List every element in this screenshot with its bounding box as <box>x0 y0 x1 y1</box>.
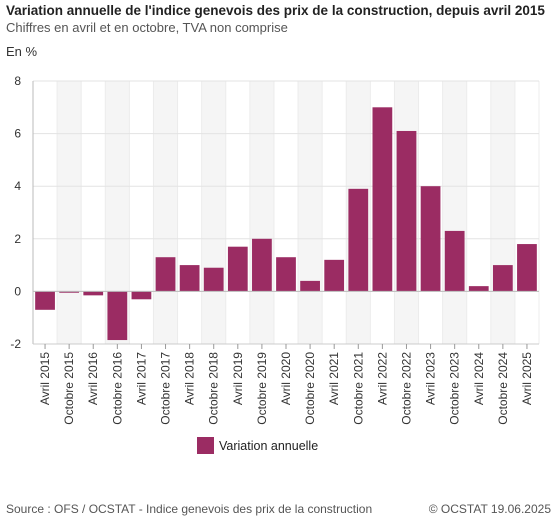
background-band <box>490 81 515 344</box>
background-band <box>201 81 226 344</box>
x-tick-label: Avril 2018 <box>183 352 197 405</box>
source-note: Source : OFS / OCSTAT - Indice genevois … <box>6 502 373 516</box>
x-tick-label: Avril 2022 <box>375 352 389 405</box>
y-tick-label: 2 <box>14 232 21 246</box>
bar <box>468 286 489 292</box>
x-tick-label: Octobre 2019 <box>255 352 269 425</box>
background-band <box>249 81 274 344</box>
x-tick-label: Octobre 2023 <box>448 352 462 425</box>
bar <box>300 280 320 292</box>
chart-title: Variation annuelle de l'indice genevois … <box>6 3 545 18</box>
x-tick-label: Avril 2019 <box>231 352 245 405</box>
bar <box>492 265 513 292</box>
x-tick-label: Octobre 2015 <box>62 352 76 425</box>
x-tick-label: Avril 2015 <box>38 352 52 405</box>
bar <box>348 188 369 292</box>
x-tick-label: Avril 2025 <box>520 352 534 405</box>
copyright-note: © OCSTAT 19.06.2025 <box>428 502 551 516</box>
bar <box>35 291 55 310</box>
bar <box>420 186 441 292</box>
x-tick-label: Avril 2016 <box>86 352 100 405</box>
y-tick-label: 0 <box>14 284 21 298</box>
bar <box>517 244 537 292</box>
background-band <box>153 81 178 344</box>
y-tick-label: -2 <box>10 337 21 351</box>
y-tick-label: 6 <box>14 127 21 141</box>
x-tick-label: Avril 2021 <box>327 352 341 405</box>
bar <box>324 259 345 292</box>
y-tick-label: 8 <box>14 74 21 88</box>
chart-subtitle: Chiffres en avril et en octobre, TVA non… <box>6 20 288 35</box>
bar <box>131 291 152 300</box>
y-tick-label: 4 <box>14 179 21 193</box>
chart-legend[interactable]: Variation annuelle <box>197 437 318 454</box>
bar <box>276 257 296 292</box>
bar <box>227 246 248 292</box>
y-axis-unit-label: En % <box>6 44 38 59</box>
bar <box>444 230 465 292</box>
bar-chart: -2 0 2 4 6 8 Avril 2015 Octobre 2015 Avril 2016 O… <box>10 74 540 425</box>
x-tick-label: Octobre 2024 <box>496 352 510 425</box>
x-tick-label: Octobre 2020 <box>303 352 317 425</box>
x-tick-label: Octobre 2022 <box>399 352 413 425</box>
bar <box>155 257 176 292</box>
bar <box>59 291 80 293</box>
x-tick-label: Avril 2024 <box>472 352 486 405</box>
x-tick-label: Octobre 2021 <box>351 352 365 425</box>
x-tick-label: Octobre 2018 <box>207 352 221 425</box>
x-tick-label: Avril 2023 <box>424 352 438 405</box>
legend-swatch <box>197 437 214 454</box>
background-band <box>298 81 323 344</box>
background-band <box>442 81 467 344</box>
background-band <box>57 81 82 344</box>
x-tick-label: Avril 2017 <box>134 352 148 405</box>
bar <box>179 265 200 292</box>
bar <box>372 107 393 292</box>
legend-label: Variation annuelle <box>219 438 319 453</box>
bar <box>203 267 224 292</box>
x-tick-label: Octobre 2016 <box>110 352 124 425</box>
x-tick-label: Avril 2020 <box>279 352 293 405</box>
bar <box>107 291 128 341</box>
bar <box>83 291 104 296</box>
x-tick-label: Octobre 2017 <box>159 352 173 425</box>
bar <box>252 238 272 292</box>
bar <box>396 130 417 292</box>
